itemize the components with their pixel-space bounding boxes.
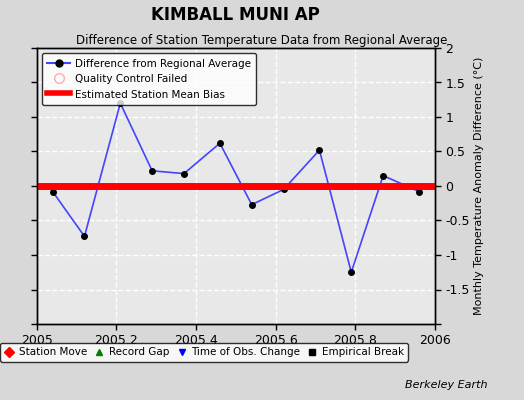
Y-axis label: Monthly Temperature Anomaly Difference (°C): Monthly Temperature Anomaly Difference (… (474, 57, 484, 315)
Text: Difference of Station Temperature Data from Regional Average: Difference of Station Temperature Data f… (77, 34, 447, 47)
Title: KIMBALL MUNI AP: KIMBALL MUNI AP (151, 6, 320, 24)
Text: Berkeley Earth: Berkeley Earth (405, 380, 487, 390)
Legend: Station Move, Record Gap, Time of Obs. Change, Empirical Break: Station Move, Record Gap, Time of Obs. C… (0, 343, 408, 362)
